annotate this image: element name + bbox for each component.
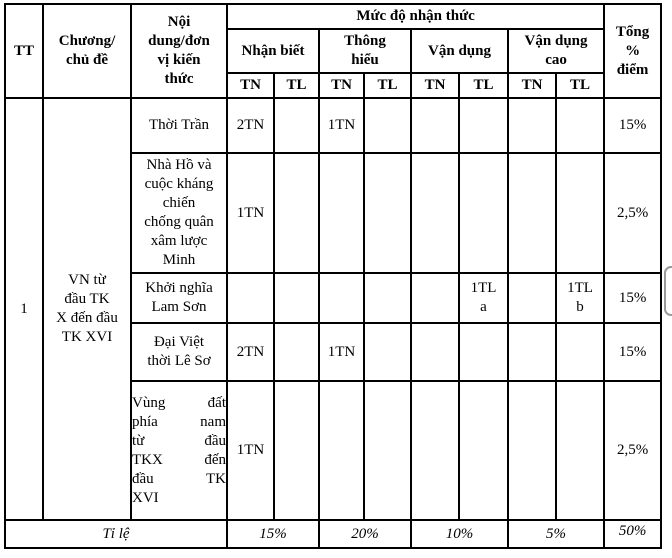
footer-row: Tỉ lệ 15% 20% 10% 5% 50% (4, 519, 663, 549)
value-cell (507, 322, 557, 382)
value-cell (554, 97, 606, 154)
footer-percent-comprehension: 20% (318, 519, 412, 549)
value-cell: 1TN (226, 152, 275, 274)
value-cell: 1TL b (554, 272, 606, 324)
value-cell: 1TN (318, 97, 365, 154)
value-cell (458, 97, 509, 154)
header-content-unit: Nội dung/đơn vị kiến thức (130, 3, 228, 99)
value-cell (363, 380, 412, 521)
value-cell (458, 152, 509, 274)
value-cell: 2TN (226, 97, 275, 154)
table-row: Đại Việt thời Lê Sơ 2TN 1TN 15% (5, 322, 663, 382)
header-sub-tl: TL (458, 72, 509, 99)
value-cell (273, 272, 320, 324)
row-total-percent: 15% (603, 272, 663, 324)
header-tt: TT (4, 3, 44, 99)
header-sub-tl: TL (554, 72, 606, 99)
value-cell: 1TN (318, 322, 365, 382)
footer-percent-application: 10% (410, 519, 509, 549)
row-total-percent: 2,5% (603, 152, 663, 274)
table-row: Khởi nghĩa Lam Sơn 1TL a 1TL b 15% (5, 272, 663, 324)
value-cell (554, 380, 606, 521)
value-cell (318, 272, 365, 324)
header-cognition-levels: Mức độ nhận thức (225, 3, 606, 30)
footer-percent-high-application: 5% (506, 519, 606, 549)
value-cell (363, 152, 412, 274)
value-cell (226, 272, 275, 324)
value-cell (458, 380, 509, 521)
header-sub-tn: TN (226, 72, 275, 99)
footer-total-percent: 50% (603, 519, 663, 549)
value-cell (507, 272, 557, 324)
table-row: 1 VN từ đầu TK X đến đầu TK XVI Thời Trầ… (4, 97, 663, 521)
exam-matrix-table: TT Chương/ chủ đề Nội dung/đơn vị kiến t… (4, 3, 663, 549)
header-level-recognition: Nhận biết (226, 28, 320, 74)
table-row: Vùng đất phía nam từ đầu TKX đến đầu TK … (5, 380, 663, 521)
header-sub-tn: TN (318, 72, 365, 99)
value-cell (363, 272, 412, 324)
value-cell (273, 380, 320, 521)
value-cell (318, 152, 365, 274)
value-cell: 2TN (226, 322, 275, 382)
chapter-title: VN từ đầu TK X đến đầu TK XVI (42, 97, 132, 521)
value-cell (410, 272, 460, 324)
footer-percent-recognition: 15% (226, 519, 320, 549)
header-level-application: Vận dụng (410, 28, 509, 74)
row-number: 1 (4, 97, 44, 521)
header-sub-tl: TL (363, 72, 412, 99)
scrollbar-thumb[interactable] (664, 266, 672, 316)
value-cell (410, 97, 460, 154)
row-total-percent: 15% (603, 97, 663, 154)
header-total-percent: Tổng % điểm (603, 3, 663, 99)
header-sub-tn: TN (507, 72, 557, 99)
value-cell (507, 380, 557, 521)
value-cell (554, 322, 606, 382)
topic-cell: Nhà Hồ và cuộc kháng chiến chống quân xâ… (130, 152, 228, 274)
row-total-percent: 2,5% (603, 380, 663, 521)
header-sub-tn: TN (410, 72, 460, 99)
value-cell (273, 322, 320, 382)
value-cell (363, 97, 412, 154)
topic-cell: Vùng đất phía nam từ đầu TKX đến đầu TK … (130, 380, 228, 521)
value-cell (507, 97, 557, 154)
value-cell (410, 322, 460, 382)
value-cell (318, 380, 365, 521)
value-cell (363, 322, 412, 382)
table-row: Nhà Hồ và cuộc kháng chiến chống quân xâ… (5, 152, 663, 274)
value-cell: 1TL a (458, 272, 509, 324)
topic-cell: Thời Trần (130, 97, 228, 154)
value-cell (554, 152, 606, 274)
topic-cell: Đại Việt thời Lê Sơ (130, 322, 228, 382)
value-cell: 1TN (226, 380, 275, 521)
header-sub-tl: TL (273, 72, 320, 99)
footer-ratio-label: Tỉ lệ (4, 519, 228, 549)
value-cell (273, 97, 320, 154)
header-level-high-application: Vận dụng cao (506, 28, 606, 74)
header-level-comprehension: Thông hiểu (318, 28, 412, 74)
value-cell (507, 152, 557, 274)
header-chapter: Chương/ chủ đề (42, 3, 132, 99)
value-cell (410, 380, 460, 521)
value-cell (410, 152, 460, 274)
row-total-percent: 15% (603, 322, 663, 382)
value-cell (273, 152, 320, 274)
topic-cell: Khởi nghĩa Lam Sơn (130, 272, 228, 324)
value-cell (458, 322, 509, 382)
